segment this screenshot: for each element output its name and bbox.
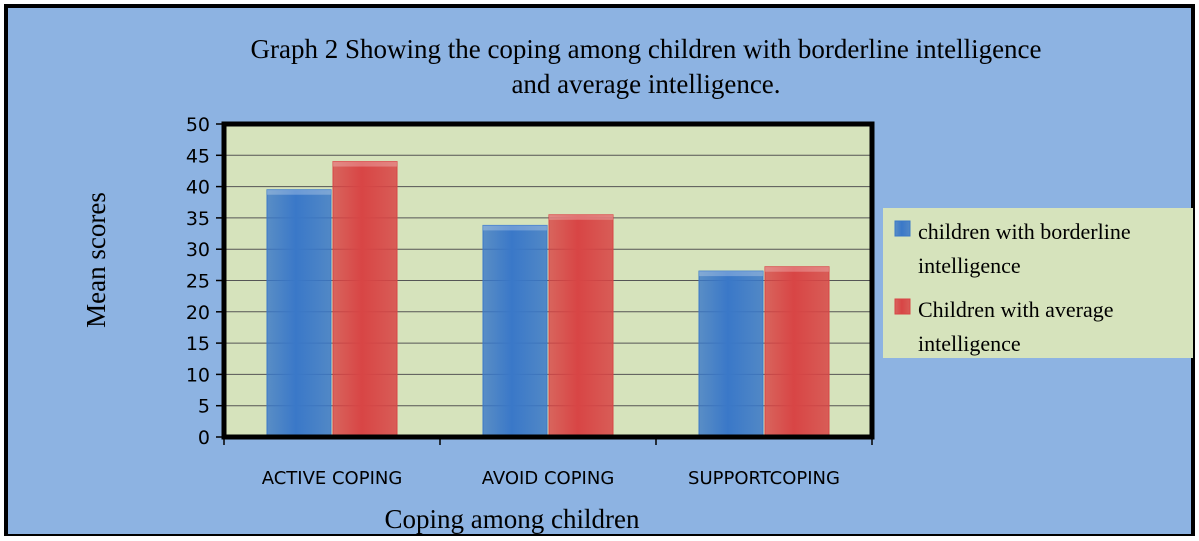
bar-average-2 <box>548 214 614 438</box>
x-tick-label: AVOID COPING <box>482 468 615 489</box>
legend-box <box>883 208 1193 358</box>
legend-label: children with borderline <box>918 219 1131 244</box>
y-tick-label: 45 <box>186 145 210 167</box>
y-tick-label: 30 <box>186 239 210 261</box>
x-axis-label: Coping among children <box>385 504 640 534</box>
bar-borderline-3 <box>698 270 764 438</box>
bar-average-1 <box>332 161 398 438</box>
bar-borderline-2 <box>482 224 548 438</box>
bars <box>266 161 830 438</box>
bar-average-3 <box>764 266 830 438</box>
bar-top-highlight <box>549 214 613 220</box>
bar-top-highlight <box>267 189 331 195</box>
legend-swatch-average <box>894 298 911 315</box>
y-tick-label: 15 <box>186 333 210 355</box>
bar-borderline-1 <box>266 189 332 438</box>
bar-top-highlight <box>699 271 763 277</box>
bar-top-highlight <box>765 266 829 272</box>
legend-label: Children with average <box>918 297 1114 322</box>
y-tick-label: 10 <box>186 364 210 386</box>
y-axis-label: Mean scores <box>81 192 111 328</box>
legend-swatch-borderline <box>894 220 911 237</box>
axes: 0 5 10 15 20 25 30 35 40 45 50 ACTIVE COPING AVOID C… <box>186 114 873 489</box>
y-tick-label: 0 <box>198 427 210 449</box>
y-tick-label: 50 <box>186 114 210 136</box>
y-tick-label: 40 <box>186 177 210 199</box>
gridlines <box>224 154 872 407</box>
y-tick-label: 25 <box>186 271 210 293</box>
bar-top-highlight <box>333 161 397 167</box>
y-tick-label: 20 <box>186 302 210 324</box>
chart-title-line-2: and average intelligence. <box>511 69 780 99</box>
bar-top-highlight <box>483 225 547 231</box>
chart-title-line-1: Graph 2 Showing the coping among childre… <box>250 34 1041 64</box>
legend-label: intelligence <box>918 253 1021 278</box>
x-tick-label: ACTIVE COPING <box>262 468 403 489</box>
x-tick-label: SUPPORTCOPING <box>688 468 840 489</box>
y-tick-label: 5 <box>198 396 210 418</box>
legend: children with borderline intelligence Chil… <box>883 208 1193 358</box>
legend-label: intelligence <box>918 331 1021 356</box>
y-tick-label: 35 <box>186 208 210 230</box>
